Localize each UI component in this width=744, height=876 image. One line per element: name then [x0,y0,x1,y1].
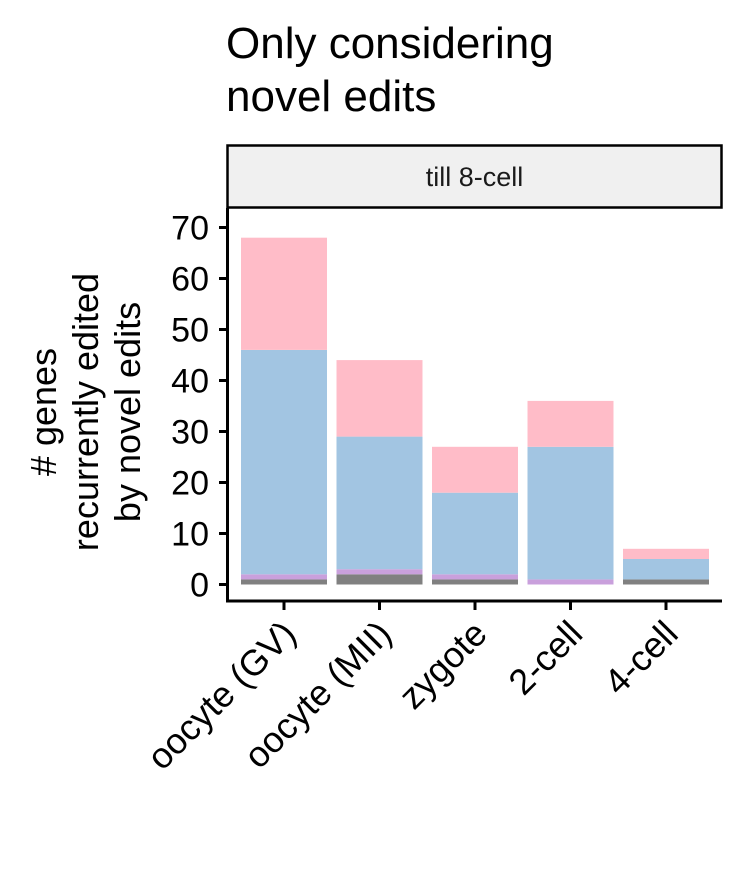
x-axis-ticks: oocyte (GV)oocyte (MII)zygote 2-cell 4-cel… [139,601,686,777]
bar-segment [336,574,423,585]
chart-title: Only considering novel edits [226,19,554,121]
bar-segment [432,492,518,575]
bar-segment [336,360,423,437]
bar-segment [241,574,327,580]
bar-segment [241,579,327,585]
bar-segment [432,579,518,585]
y-tick-label: 30 [171,414,209,452]
y-tick-label: 40 [171,363,209,401]
y-axis-ticks: 0 10 20 30 40 50 60 70 [171,210,227,605]
chart-title-line-2: novel edits [226,72,436,121]
bar-segment [241,349,327,575]
bars [241,237,709,585]
bar-segment [527,446,614,580]
y-tick-label: 10 [171,516,209,554]
y-axis-title-line-2: recurrently edited [65,273,106,551]
bar-segment [527,400,614,447]
y-axis-title: # genes recurrently edited by novel edit… [23,273,148,551]
y-tick-label: 50 [171,312,209,350]
y-axis-title-line-1: # genes [23,348,64,476]
y-tick-label: 20 [171,465,209,503]
y-tick-label: 60 [171,261,209,299]
bar-segment [623,548,709,559]
bar-segment [623,579,709,585]
x-tick-label: 4-cell [596,613,686,703]
bar-segment [432,446,518,493]
bar-segment [527,579,614,585]
bar-segment [432,574,518,580]
facet-strip-label: till 8-cell [426,162,524,192]
y-tick-label: 0 [190,567,209,605]
bar-segment [241,237,327,350]
x-tick-label: zygote [391,613,495,717]
facet-strip [226,144,723,209]
chart-title-line-1: Only considering [226,19,554,68]
x-tick-label: 2-cell [500,613,590,703]
bar-segment [336,569,423,575]
y-axis-title-line-3: by novel edits [107,302,148,522]
bar-segment [336,436,423,570]
y-tick-label: 70 [171,210,209,248]
bar-segment [623,559,709,580]
